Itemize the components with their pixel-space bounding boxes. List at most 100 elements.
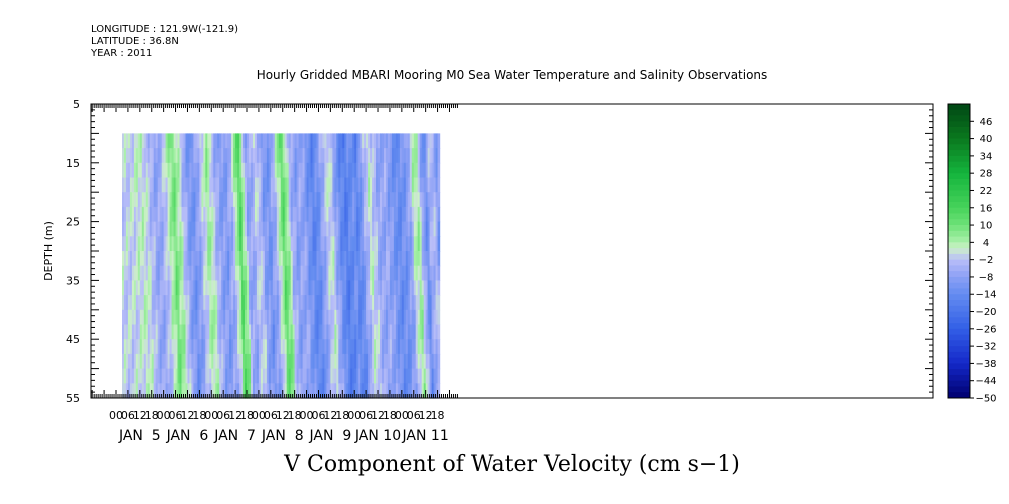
x-tick-label: 18 xyxy=(240,409,254,422)
heatmap-cell xyxy=(389,251,393,267)
heatmap-cell xyxy=(350,383,353,399)
heatmap-cell xyxy=(195,251,198,267)
heatmap-cell xyxy=(362,295,365,311)
heatmap-cell xyxy=(304,177,308,193)
heatmap-cell xyxy=(249,353,252,370)
heatmap-cell xyxy=(292,295,296,311)
heatmap-cell xyxy=(201,324,204,340)
heatmap-cell xyxy=(395,148,399,164)
heatmap-cell xyxy=(181,309,185,326)
heatmap-cell xyxy=(300,148,304,164)
heatmap-cell xyxy=(149,192,153,208)
heatmap-cell xyxy=(255,251,258,267)
heatmap-cell xyxy=(203,339,206,355)
heatmap-cell xyxy=(415,236,419,252)
heatmap-cell xyxy=(382,236,385,252)
heatmap-cell xyxy=(135,280,139,296)
heatmap-cell xyxy=(239,265,242,281)
heatmap-cell xyxy=(193,383,196,399)
heatmap-cell xyxy=(340,148,343,164)
heatmap-cell xyxy=(358,236,361,252)
heatmap-cell xyxy=(419,236,423,252)
heatmap-cell xyxy=(189,383,192,399)
heatmap-cell xyxy=(372,192,375,208)
heatmap-cell xyxy=(191,368,194,384)
heatmap-cell xyxy=(401,162,405,179)
heatmap-cell xyxy=(409,221,413,237)
heatmap-cell xyxy=(173,324,177,340)
heatmap-cell xyxy=(421,236,425,252)
heatmap-cell xyxy=(435,383,439,399)
heatmap-cell xyxy=(284,339,288,355)
heatmap-cell xyxy=(401,324,405,340)
heatmap-cell xyxy=(245,221,248,237)
heatmap-cell xyxy=(334,221,337,237)
heatmap-cell xyxy=(320,368,324,384)
heatmap-cell xyxy=(338,177,341,193)
heatmap-cell xyxy=(223,280,226,296)
heatmap-cell xyxy=(413,368,417,384)
heatmap-cell xyxy=(221,368,224,384)
heatmap-cell xyxy=(260,295,264,311)
heatmap-cell xyxy=(336,236,339,252)
heatmap-cell xyxy=(221,177,224,193)
heatmap-cell xyxy=(151,280,155,296)
heatmap-cell xyxy=(298,368,302,384)
heatmap-cell xyxy=(213,236,216,252)
heatmap-cell xyxy=(358,177,361,193)
heatmap-cell xyxy=(270,192,274,208)
heatmap-cell xyxy=(123,280,127,296)
heatmap-cell xyxy=(187,324,191,340)
heatmap-cell xyxy=(209,133,212,149)
heatmap-cell xyxy=(284,368,288,384)
heatmap-cell xyxy=(372,324,375,340)
heatmap-cell xyxy=(332,324,335,340)
heatmap-cell xyxy=(227,221,230,237)
heatmap-cell xyxy=(342,280,345,296)
heatmap-cell xyxy=(431,383,435,399)
heatmap-cell xyxy=(296,383,300,399)
heatmap-cell xyxy=(431,324,435,340)
heatmap-cell xyxy=(415,206,419,223)
heatmap-cell xyxy=(322,265,325,281)
heatmap-cell xyxy=(217,383,220,399)
heatmap-cell xyxy=(413,221,417,237)
heatmap-cell xyxy=(127,251,131,267)
heatmap-cell xyxy=(389,162,393,179)
heatmap-cell xyxy=(399,221,403,237)
heatmap-cell xyxy=(193,368,196,384)
heatmap-cell xyxy=(249,192,252,208)
heatmap-cell xyxy=(362,339,365,355)
heatmap-cell xyxy=(137,280,141,296)
heatmap-cell xyxy=(145,251,149,267)
heatmap-cell xyxy=(193,251,196,267)
colorbar-label: −2 xyxy=(979,255,994,266)
heatmap-cell xyxy=(235,383,238,399)
heatmap-cell xyxy=(409,133,413,149)
heatmap-cell xyxy=(292,251,296,267)
heatmap-cell xyxy=(296,148,300,164)
heatmap-cell xyxy=(171,324,175,340)
heatmap-cell xyxy=(399,353,403,370)
heatmap-cell xyxy=(255,295,258,311)
heatmap-cell xyxy=(417,236,421,252)
heatmap-cell xyxy=(195,353,198,370)
heatmap-cell xyxy=(376,339,379,355)
heatmap-cell xyxy=(227,339,230,355)
heatmap-cell xyxy=(169,368,173,384)
heatmap-cell xyxy=(241,265,244,281)
heatmap-cell xyxy=(187,192,191,208)
heatmap-cell xyxy=(368,339,371,355)
heatmap-cell xyxy=(405,251,409,267)
heatmap-cell xyxy=(370,133,373,149)
heatmap-cell xyxy=(356,265,359,281)
heatmap-cell xyxy=(209,206,212,223)
heatmap-cell xyxy=(185,236,189,252)
heatmap-cell xyxy=(326,295,329,311)
heatmap-cell xyxy=(151,251,155,267)
heatmap-cell xyxy=(342,368,345,384)
heatmap-cell xyxy=(215,192,218,208)
heatmap-cell xyxy=(256,339,260,355)
heatmap-cell xyxy=(260,221,264,237)
heatmap-cell xyxy=(233,309,236,326)
